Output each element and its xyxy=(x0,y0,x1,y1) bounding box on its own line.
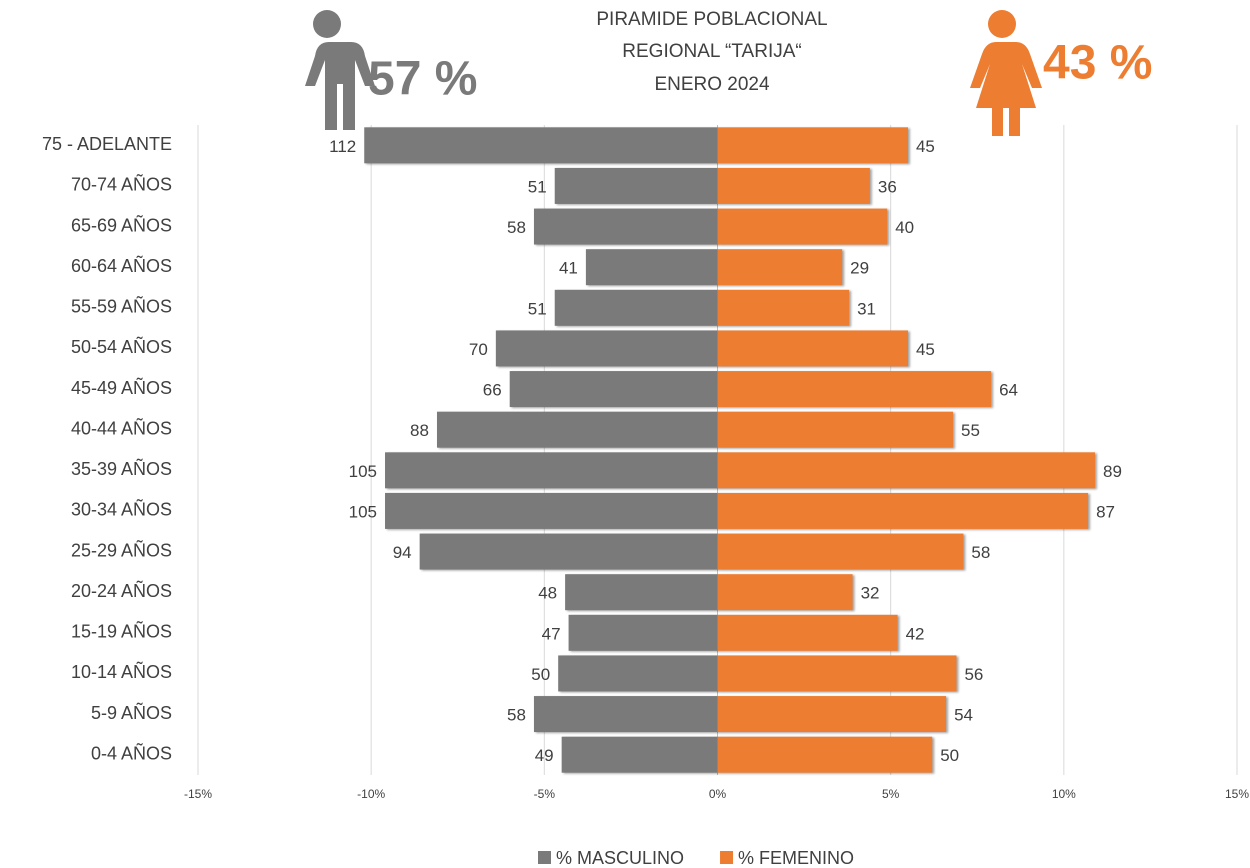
data-label: 89 xyxy=(1103,462,1122,481)
bar xyxy=(717,492,1089,529)
x-tick-label: 0% xyxy=(709,787,727,801)
bar xyxy=(717,452,1096,489)
bar xyxy=(419,533,718,570)
data-label: 50 xyxy=(531,665,550,684)
bar xyxy=(717,289,850,326)
data-label: 42 xyxy=(906,624,925,643)
bar xyxy=(558,655,718,692)
bar xyxy=(717,655,957,692)
female-share: 43 % xyxy=(1043,37,1152,90)
data-label: 87 xyxy=(1096,502,1115,521)
data-label: 29 xyxy=(850,259,869,278)
male-share: 57 % xyxy=(368,53,477,106)
y-tick-label: 70-74 AÑOS xyxy=(71,174,172,195)
x-tick-label: 15% xyxy=(1225,787,1249,801)
y-tick-label: 0-4 AÑOS xyxy=(91,742,172,763)
y-tick-label: 10-14 AÑOS xyxy=(71,661,172,682)
bar xyxy=(554,289,718,326)
data-label: 94 xyxy=(393,543,412,562)
bar xyxy=(436,411,718,448)
chart-title: ENERO 2024 xyxy=(654,74,770,95)
y-tick-label: 40-44 AÑOS xyxy=(71,417,172,438)
data-label: 36 xyxy=(878,177,897,196)
y-tick-label: 55-59 AÑOS xyxy=(71,296,172,317)
data-label: 45 xyxy=(916,340,935,359)
data-label: 55 xyxy=(961,421,980,440)
bar xyxy=(717,614,898,651)
chart-title: PIRAMIDE POBLACIONAL xyxy=(596,9,827,30)
data-label: 54 xyxy=(954,706,973,725)
y-tick-label: 20-24 AÑOS xyxy=(71,580,172,601)
y-tick-label: 65-69 AÑOS xyxy=(71,214,172,235)
bar xyxy=(717,249,843,286)
y-tick-label: 50-54 AÑOS xyxy=(71,336,172,357)
y-tick-label: 5-9 AÑOS xyxy=(91,702,172,723)
x-tick-label: 10% xyxy=(1052,787,1076,801)
y-tick-label: 35-39 AÑOS xyxy=(71,458,172,479)
bar xyxy=(364,127,718,164)
data-label: 56 xyxy=(964,665,983,684)
bar xyxy=(565,574,718,611)
legend-label: % FEMENINO xyxy=(738,848,854,868)
bar xyxy=(717,411,954,448)
data-label: 70 xyxy=(469,340,488,359)
data-label: 49 xyxy=(535,746,554,765)
data-label: 31 xyxy=(857,299,876,318)
data-label: 51 xyxy=(528,299,547,318)
bar xyxy=(717,736,933,773)
data-label: 45 xyxy=(916,137,935,156)
bar xyxy=(717,127,908,164)
data-label: 58 xyxy=(971,543,990,562)
bar xyxy=(554,167,718,204)
bar xyxy=(585,249,718,286)
x-tick-label: -10% xyxy=(357,787,385,801)
bar xyxy=(568,614,718,651)
bar xyxy=(385,492,718,529)
bar xyxy=(717,330,908,367)
data-label: 58 xyxy=(507,218,526,237)
data-label: 50 xyxy=(940,746,959,765)
y-tick-label: 30-34 AÑOS xyxy=(71,499,172,520)
data-label: 105 xyxy=(349,462,377,481)
data-label: 66 xyxy=(483,381,502,400)
bar xyxy=(385,452,718,489)
y-tick-label: 60-64 AÑOS xyxy=(71,255,172,276)
data-label: 41 xyxy=(559,259,578,278)
legend-swatch xyxy=(720,851,734,864)
y-tick-label: 45-49 AÑOS xyxy=(71,377,172,398)
legend-swatch xyxy=(538,851,551,864)
bar xyxy=(561,736,718,773)
data-label: 48 xyxy=(538,584,557,603)
x-tick-label: -5% xyxy=(534,787,556,801)
bar xyxy=(533,208,718,245)
male-icon xyxy=(303,10,375,130)
bar xyxy=(717,208,888,245)
data-label: 64 xyxy=(999,381,1018,400)
female-icon xyxy=(970,10,1042,136)
data-label: 40 xyxy=(895,218,914,237)
bar xyxy=(717,533,964,570)
data-label: 58 xyxy=(507,706,526,725)
data-label: 88 xyxy=(410,421,429,440)
bar xyxy=(717,371,992,408)
y-tick-label: 75 - ADELANTE xyxy=(42,134,172,154)
bar xyxy=(495,330,718,367)
bar xyxy=(533,696,718,733)
y-tick-label: 15-19 AÑOS xyxy=(71,621,172,642)
data-label: 47 xyxy=(542,624,561,643)
data-label: 112 xyxy=(329,137,356,156)
bar xyxy=(717,574,853,611)
chart-title: REGIONAL “TARIJA“ xyxy=(622,41,801,62)
data-label: 105 xyxy=(349,502,377,521)
x-tick-label: 5% xyxy=(882,787,900,801)
legend-label: % MASCULINO xyxy=(556,848,684,868)
data-label: 32 xyxy=(861,584,880,603)
bar xyxy=(509,371,718,408)
y-tick-label: 25-29 AÑOS xyxy=(71,539,172,560)
data-label: 51 xyxy=(528,177,547,196)
bar xyxy=(717,167,870,204)
bar xyxy=(717,696,947,733)
x-tick-label: -15% xyxy=(184,787,212,801)
